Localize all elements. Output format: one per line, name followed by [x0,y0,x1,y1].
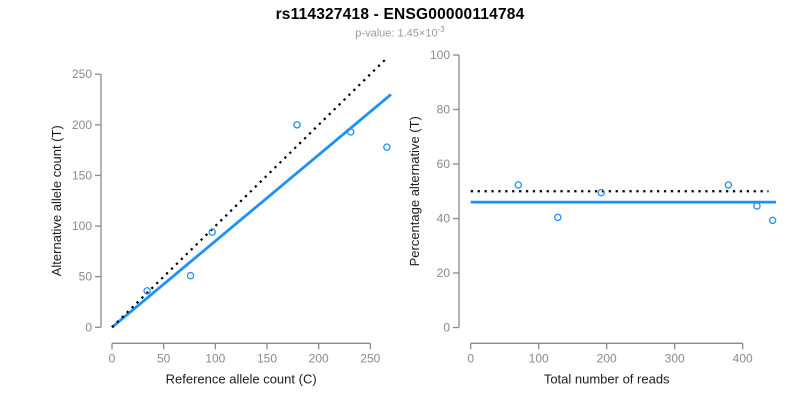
x-tick-label: 300 [665,351,685,365]
y-tick-label: 100 [72,219,92,233]
identity-null-line [111,57,388,329]
x-tick-label: 0 [109,351,116,365]
y-tick-label: 20 [437,266,451,280]
data-point [293,121,301,129]
x-tick-label: 50 [157,351,171,365]
x-tick-label: 0 [467,351,474,365]
p-value-exponent: -3 [437,25,445,34]
p-value-base: 1.45×10 [397,27,438,40]
p-value-prefix: p-value: [355,27,398,40]
y-tick-label: 0 [443,321,450,335]
regression-fit-line [111,93,392,329]
data-point [383,143,391,151]
x-tick-label: 150 [257,351,277,365]
x-tick-label: 250 [360,351,380,365]
data-point [724,181,733,189]
data-point [553,213,562,222]
data-point [346,128,355,136]
y-tick-label: 100 [430,48,450,62]
x-tick-label: 200 [309,351,329,365]
p-value-subtitle: p-value: 1.45×10-3 [0,25,800,40]
data-point [208,228,216,236]
data-point [514,181,523,189]
percentage-vs-reads-plot: 0 20 40 60 80 100 0 100 200 300 400 Total number of… [407,48,777,386]
y-tick-label: 50 [79,270,93,284]
x-tick-label: 400 [733,351,753,365]
y-axis-label: Alternative allele count (T) [49,125,64,276]
x-tick-label: 100 [529,351,549,365]
data-point [143,287,151,295]
y-tick-label: 80 [437,103,451,117]
y-tick-label: 200 [72,118,92,132]
x-axis-label: Reference allele count (C) [166,371,317,386]
x-tick-label: 200 [597,351,617,365]
y-tick-label: 0 [85,320,92,334]
data-point [597,188,606,197]
y-tick-label: 250 [72,67,92,81]
y-axis-label: Percentage alternative (T) [407,116,422,266]
x-tick-label: 100 [205,351,225,365]
allele-counts-plot: 0 50 100 150 200 250 0 50 100 150 200 250 Reference … [49,57,392,386]
data-point [768,216,777,225]
y-tick-label: 60 [437,157,451,171]
x-axis-label: Total number of reads [544,371,670,386]
plot-title: rs114327418 - ENSG00000114784 [275,6,525,23]
data-point [186,271,195,280]
y-tick-label: 150 [72,168,92,182]
data-point [753,202,761,210]
y-tick-label: 40 [437,212,451,226]
